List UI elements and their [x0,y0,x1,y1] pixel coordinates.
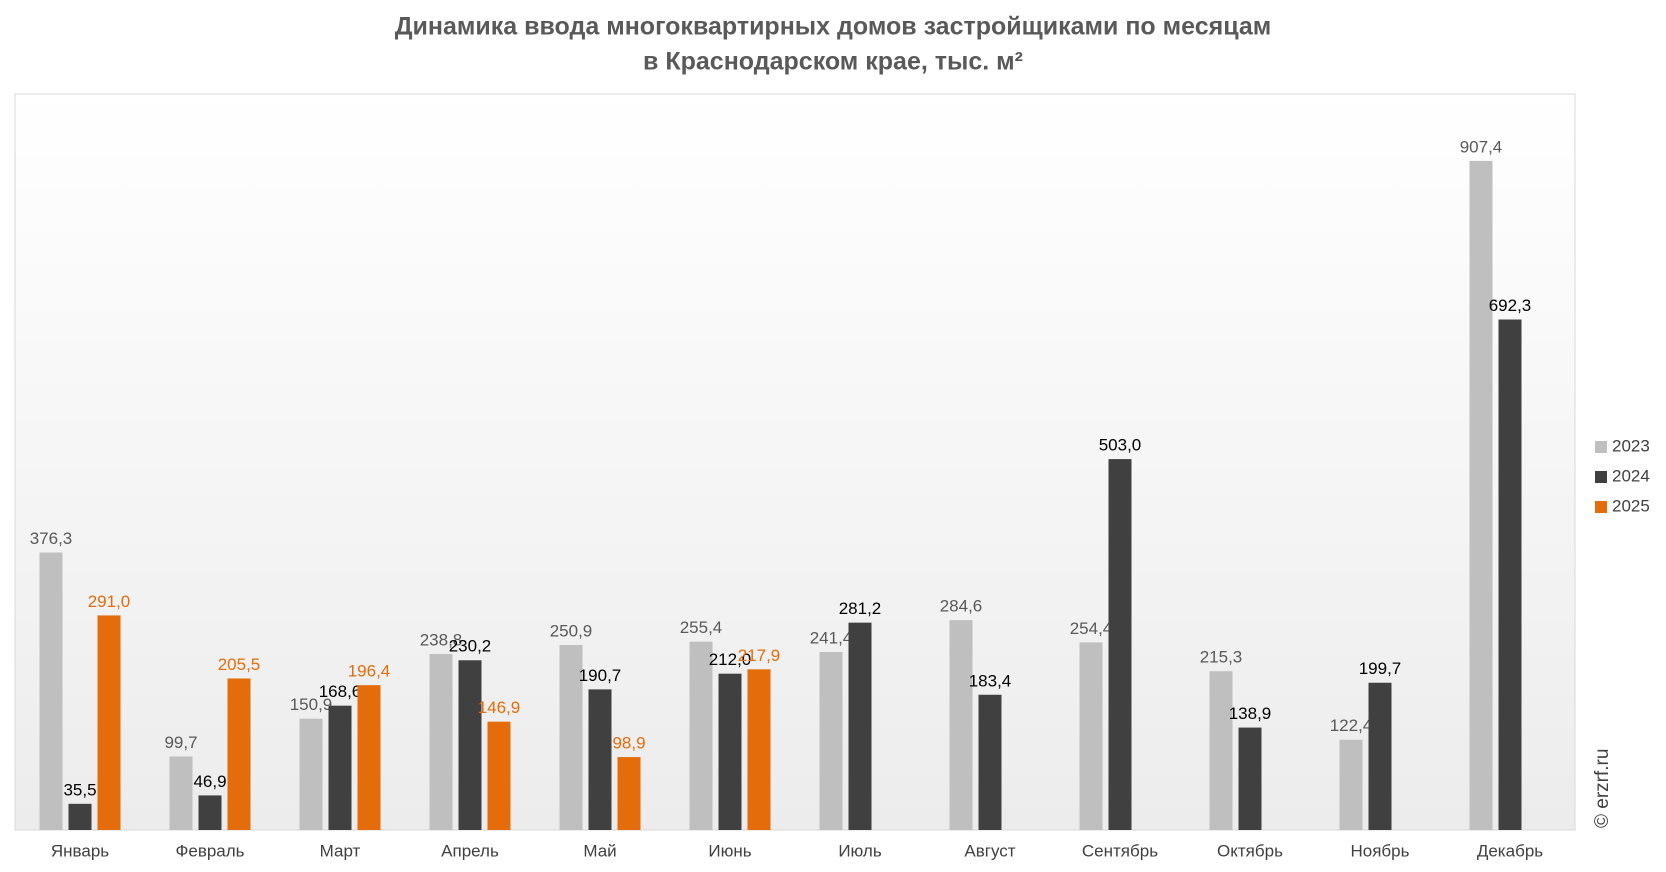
x-tick-label: Сентябрь [1082,841,1158,860]
value-label: 190,7 [579,666,622,685]
value-label: 291,0 [88,592,131,611]
bar [1079,642,1103,830]
legend-swatch [1595,441,1607,453]
source: © erzrf.ru [1592,749,1613,828]
chart-title: в Краснодарском крае, тыс. м² [643,48,1023,76]
bar [559,644,583,830]
value-label: 281,2 [839,599,882,618]
x-tick-label: Январь [51,841,109,860]
value-label: 503,0 [1099,436,1142,455]
value-label: 98,9 [612,734,645,753]
bar [169,756,193,830]
value-label: 692,3 [1489,296,1532,315]
value-label: 241,4 [810,628,853,647]
bar [227,678,251,830]
bar [1469,160,1493,831]
value-label: 215,3 [1200,648,1243,667]
plot-area [14,93,1576,831]
value-label: 212,0 [709,650,752,669]
legend-swatch [1595,501,1607,513]
bar [819,651,843,830]
chart-title: Динамика ввода многоквартирных домов зас… [395,13,1272,41]
value-label: 284,6 [940,597,983,616]
bar [1209,671,1233,830]
value-label: 250,9 [550,621,593,640]
x-tick-label: Декабрь [1477,841,1543,860]
value-label: 254,4 [1070,619,1113,638]
x-tick-label: Октябрь [1217,841,1283,860]
x-tick-label: Август [964,841,1015,860]
bar [1339,739,1363,830]
value-label: 35,5 [63,780,96,799]
bar [588,689,612,830]
x-tick-label: Май [583,841,616,860]
value-label: 199,7 [1359,659,1402,678]
bar [299,718,323,830]
bar [39,552,63,830]
bar [198,795,222,830]
value-label: 138,9 [1229,704,1272,723]
value-label: 122,4 [1330,716,1373,735]
bar [1238,727,1262,830]
bar [487,721,511,830]
bar [97,615,121,830]
bar [848,622,872,830]
value-label: 46,9 [193,772,226,791]
value-label: 217,9 [738,646,781,665]
legend-label: 2023 [1612,436,1650,455]
legend-label: 2025 [1612,496,1650,515]
bar [458,660,482,830]
x-tick-label: Февраль [175,841,244,860]
x-tick-label: Апрель [441,841,499,860]
bar [747,669,771,830]
bar [1368,682,1392,830]
bar [328,705,352,830]
legend-label: 2024 [1612,466,1650,485]
bar [429,653,453,830]
value-label: 205,5 [218,655,261,674]
bar [1108,459,1132,830]
value-label: 230,2 [449,637,492,656]
value-label: 168,6 [319,682,362,701]
bar [1498,319,1522,830]
value-label: 150,9 [290,695,333,714]
value-label: 238,8 [420,630,463,649]
bar [949,620,973,830]
value-label: 907,4 [1460,137,1503,156]
bar [689,641,713,830]
x-tick-label: Ноябрь [1351,841,1410,860]
value-label: 183,4 [969,671,1012,690]
value-label: 146,9 [478,698,521,717]
x-tick-label: Март [320,841,361,860]
bar [68,803,92,830]
bar [978,694,1002,830]
x-tick-label: Июнь [708,841,751,860]
bar [718,673,742,830]
value-label: 99,7 [164,733,197,752]
bar [617,757,641,830]
legend-swatch [1595,471,1607,483]
x-tick-label: Июль [838,841,882,860]
bar [357,685,381,830]
value-label: 376,3 [30,529,73,548]
value-label: 196,4 [348,662,391,681]
value-label: 255,4 [680,618,723,637]
